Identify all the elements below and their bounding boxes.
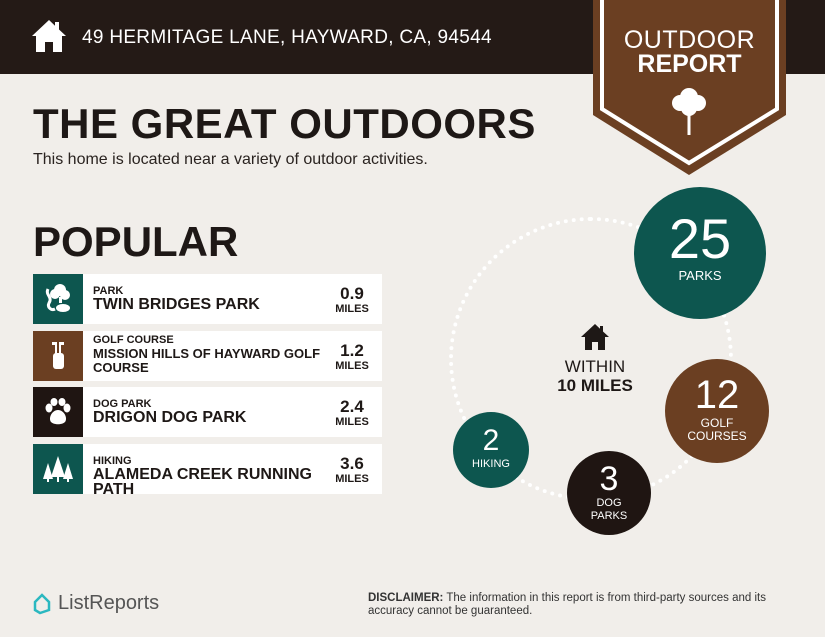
page-subtitle: This home is located near a variety of o… (33, 151, 428, 168)
popular-item-park: PARK TWIN BRIDGES PARK 0.9 MILES (33, 274, 382, 324)
count-hiking: 2 HIKING (453, 412, 529, 488)
item-name: MISSION HILLS OF HAYWARD GOLF COURSE (93, 346, 321, 375)
park-icon (33, 274, 83, 324)
count-dog-parks: 3 DOG PARKS (567, 451, 651, 535)
count-golf-courses: 12 GOLF COURSES (665, 359, 769, 463)
item-distance-unit: MILES (335, 473, 369, 485)
popular-item-hiking: HIKING ALAMEDA CREEK RUNNING PATH 3.6 MI… (33, 444, 382, 498)
item-name: ALAMEDA CREEK RUNNING PATH (93, 466, 312, 498)
paw-icon (33, 387, 83, 437)
item-category: PARK (93, 285, 124, 297)
tree-icon (672, 88, 706, 135)
pine-trees-icon (33, 444, 83, 494)
item-distance: 3.6 (340, 454, 364, 473)
outdoor-report-badge (593, 0, 786, 175)
page-title: THE GREAT OUTDOORS (33, 100, 536, 147)
item-distance: 0.9 (340, 284, 364, 303)
item-category: GOLF COURSE (93, 334, 174, 346)
within-radius-label: WITHIN 10 MILES (557, 357, 633, 395)
home-icon (581, 324, 609, 350)
listreports-logo: ListReports (32, 592, 159, 615)
item-category: DOG PARK (93, 398, 152, 410)
item-distance-unit: MILES (335, 360, 369, 372)
item-category: HIKING (93, 455, 132, 467)
badge-title-line1: OUTDOOR (623, 26, 756, 54)
item-distance-unit: MILES (335, 303, 369, 315)
count-parks: 25 PARKS (634, 187, 766, 319)
item-distance: 2.4 (340, 397, 364, 416)
property-address: 49 HERMITAGE LANE, HAYWARD, CA, 94544 (82, 27, 492, 48)
golf-bag-icon (33, 331, 83, 381)
item-distance: 1.2 (340, 341, 364, 360)
disclaimer: DISCLAIMER: The information in this repo… (368, 592, 766, 617)
badge-title-line2: REPORT (637, 50, 742, 78)
popular-item-dog-park: DOG PARK DRIGON DOG PARK 2.4 MILES (33, 387, 382, 437)
item-distance-unit: MILES (335, 416, 369, 428)
home-icon (32, 20, 66, 52)
listreports-logo-icon (33, 592, 51, 614)
popular-item-golf-course: GOLF COURSE MISSION HILLS OF HAYWARD GOL… (33, 331, 382, 381)
item-name: TWIN BRIDGES PARK (93, 296, 260, 313)
popular-heading: POPULAR (33, 218, 239, 265)
item-name: DRIGON DOG PARK (93, 409, 247, 426)
